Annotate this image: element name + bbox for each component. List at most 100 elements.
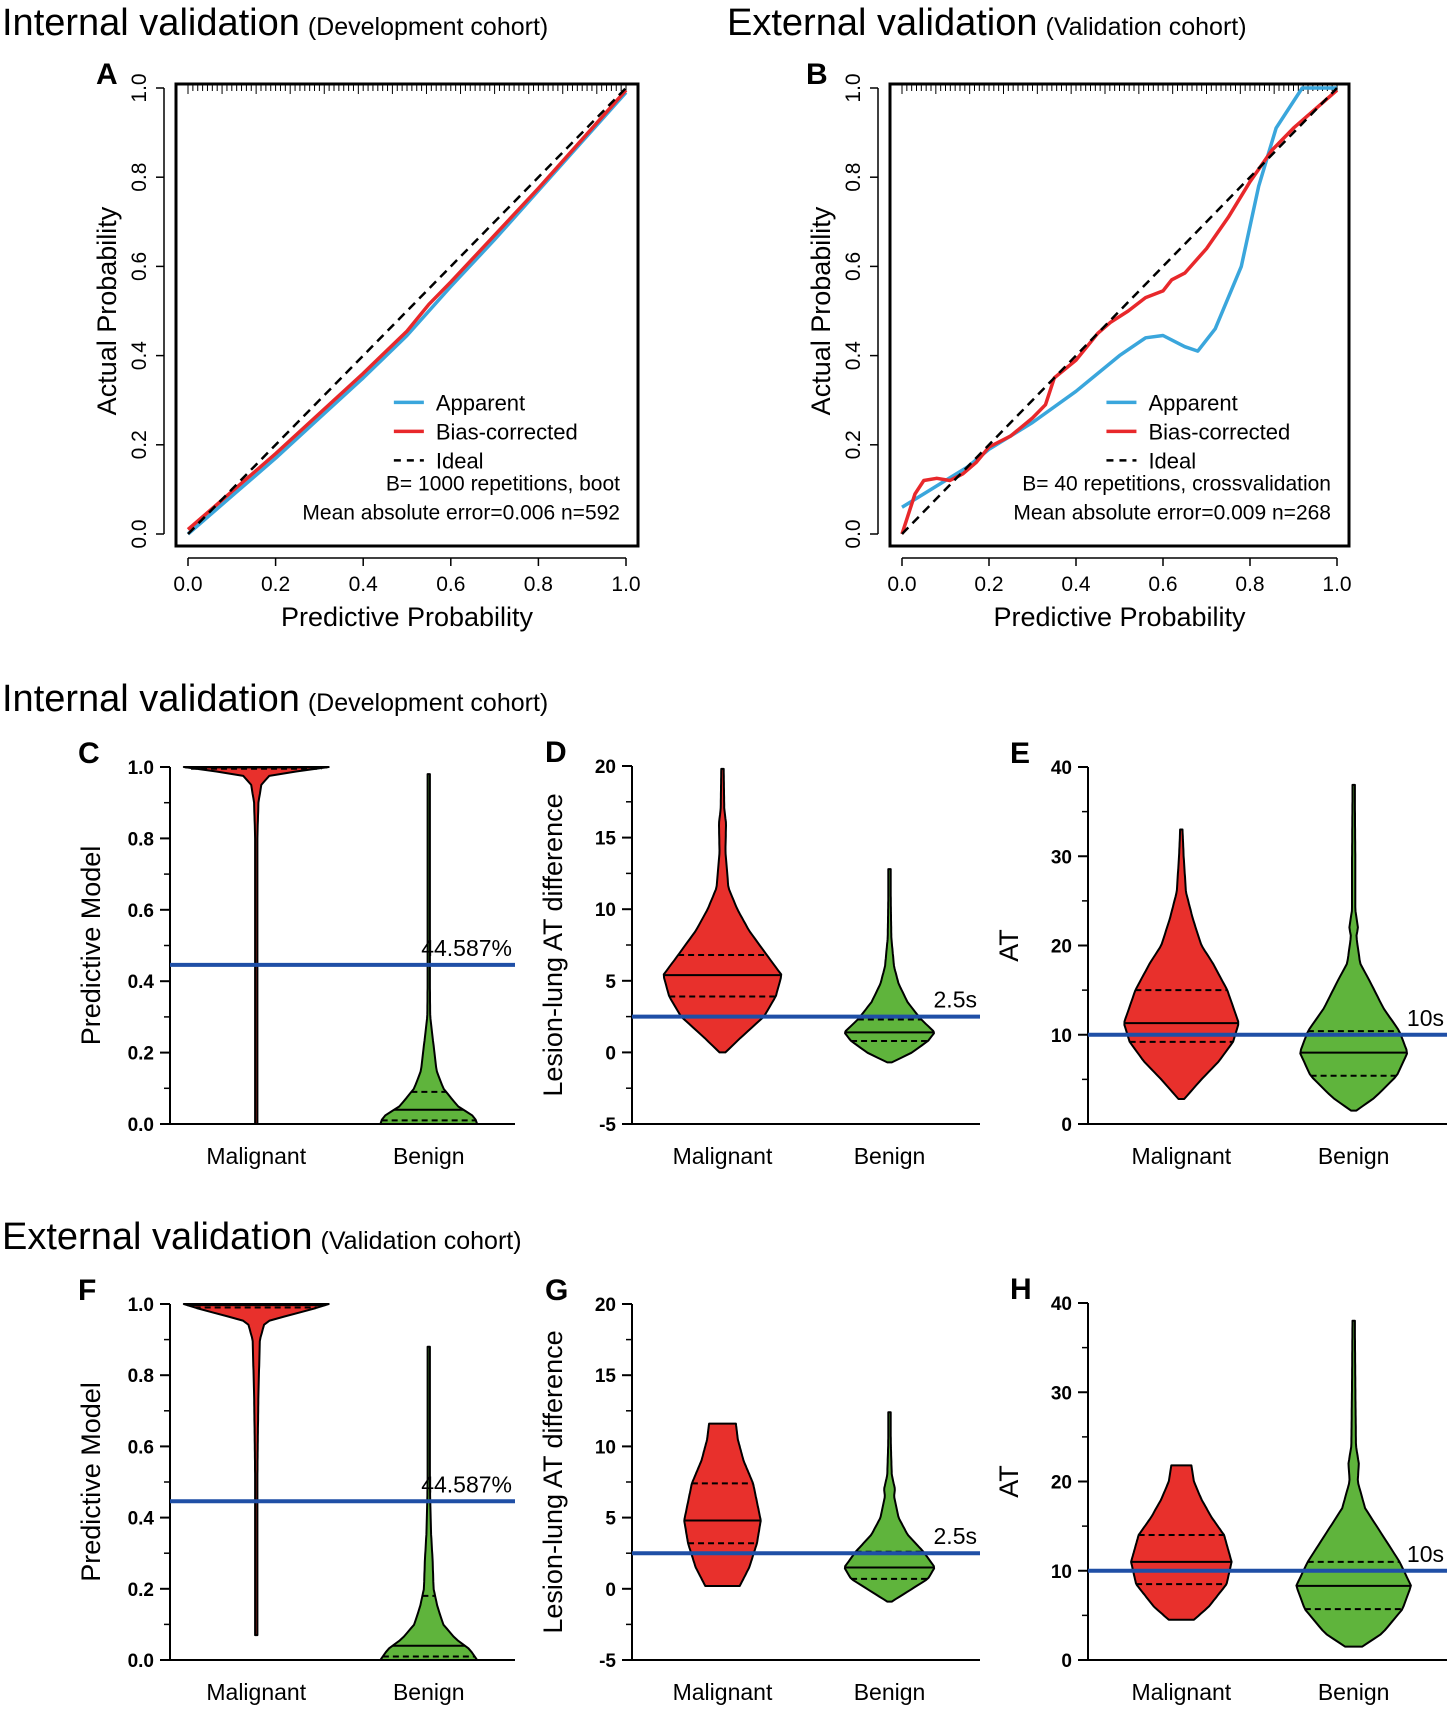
y-tick-label: 15 bbox=[595, 1366, 617, 1387]
threshold-label: 2.5s bbox=[934, 1523, 977, 1549]
heading-external-top: External validation (Validation cohort) bbox=[727, 2, 1247, 45]
x-tick-label: 0.2 bbox=[261, 573, 290, 596]
violin-malignant bbox=[1123, 828, 1240, 1100]
annotation-text: B= 40 repetitions, crossvalidation bbox=[1022, 472, 1331, 495]
ideal-line bbox=[187, 87, 627, 535]
violin-body bbox=[1295, 1319, 1412, 1648]
x-tick-label: 1.0 bbox=[611, 573, 640, 596]
y-tick-label: 0.2 bbox=[128, 430, 151, 459]
threshold-label: 44.587% bbox=[421, 1471, 512, 1497]
x-category-label: Malignant bbox=[673, 1679, 773, 1705]
x-tick-label: 0.8 bbox=[1235, 573, 1264, 596]
panel-letter: B bbox=[806, 58, 828, 91]
y-tick-label: 20 bbox=[1051, 1473, 1072, 1494]
violin-benign bbox=[1299, 783, 1408, 1112]
heading-external-bottom: External validation (Validation cohort) bbox=[2, 1216, 522, 1259]
y-tick-label: 0 bbox=[1061, 1651, 1072, 1672]
ideal-line bbox=[901, 87, 1338, 535]
y-tick-label: 0.6 bbox=[842, 252, 865, 281]
heading-sub: (Development cohort) bbox=[307, 689, 549, 717]
heading-sub: (Development cohort) bbox=[307, 13, 549, 41]
legend: Apparent Bias-corrected Ideal bbox=[393, 390, 578, 473]
y-tick-label: 0.4 bbox=[842, 341, 865, 371]
violin-benign bbox=[379, 1345, 479, 1661]
y-axis-label: Actual Probability bbox=[92, 206, 122, 415]
x-tick-label: 1.0 bbox=[1322, 573, 1351, 596]
y-tick-label: 5 bbox=[605, 1509, 616, 1530]
panel-letter: D bbox=[545, 736, 567, 769]
x-tick-label: 0.4 bbox=[349, 573, 379, 596]
x-tick-label: 0.0 bbox=[173, 573, 202, 596]
violin-panel-f: F 0.0 0.2 0.4 0.6 0.8 1.0 Predictive Model Malig… bbox=[76, 1274, 515, 1705]
y-axis-label: Actual Probability bbox=[806, 206, 836, 415]
y-tick-label: 15 bbox=[595, 829, 617, 850]
x-category-label: Malignant bbox=[1131, 1679, 1231, 1705]
y-tick-label: 1.0 bbox=[128, 73, 151, 102]
y-tick-label: 5 bbox=[605, 972, 616, 993]
x-tick-label: 0.8 bbox=[524, 573, 553, 596]
y-tick-label: 0.4 bbox=[128, 972, 155, 993]
legend: Apparent Bias-corrected Ideal bbox=[1106, 390, 1290, 473]
heading-main: External validation bbox=[727, 2, 1038, 44]
violin-body bbox=[844, 868, 935, 1064]
y-axis-label: Lesion-lung AT difference bbox=[538, 1330, 568, 1633]
y-tick-label: 10 bbox=[1051, 1562, 1072, 1583]
x-axis: 0.0 0.2 0.4 0.6 0.8 1.0 bbox=[887, 557, 1352, 596]
rug-marks bbox=[901, 84, 1338, 94]
x-category-label: Benign bbox=[1318, 1679, 1390, 1705]
panel-letter: F bbox=[78, 1274, 96, 1307]
y-tick-label: 0 bbox=[1061, 1115, 1072, 1136]
y-tick-label: 40 bbox=[1051, 1294, 1072, 1315]
legend-label: Bias-corrected bbox=[1148, 419, 1290, 444]
violin-malignant bbox=[683, 1422, 762, 1587]
x-axis-label: Predictive Probability bbox=[993, 602, 1246, 632]
calibration-panel-b: B 0.0 0.2 0.4 0.6 0.8 1.0 Predictive Probabilit… bbox=[806, 58, 1352, 632]
x-axis: 0.0 0.2 0.4 0.6 0.8 1.0 bbox=[173, 557, 641, 596]
y-tick-label: 0.8 bbox=[128, 829, 154, 850]
violin-panel-g: G -5 0 5 10 15 20 Lesion-lung AT difference Mali… bbox=[538, 1274, 980, 1705]
x-category-label: Malignant bbox=[206, 1679, 306, 1705]
annotation-text: Mean absolute error=0.009 n=268 bbox=[1013, 501, 1331, 524]
x-tick-label: 0.0 bbox=[887, 573, 916, 596]
y-tick-label: 0.2 bbox=[128, 1044, 154, 1065]
panel-letter: C bbox=[78, 737, 100, 770]
y-axis: 0.0 0.2 0.4 0.6 0.8 1.0 bbox=[128, 73, 165, 549]
annotation-text: B= 1000 repetitions, boot bbox=[386, 472, 620, 495]
y-tick-label: 0.0 bbox=[842, 519, 865, 548]
y-tick-label: 10 bbox=[595, 1437, 616, 1458]
violin-body bbox=[843, 1411, 936, 1603]
violin-panel-c: C 0.0 0.2 0.4 0.6 0.8 1.0 Predictive Model Malig… bbox=[76, 737, 515, 1169]
y-tick-label: 0.6 bbox=[128, 1437, 154, 1458]
heading-main: Internal validation bbox=[2, 678, 300, 720]
y-tick-label: 20 bbox=[1051, 937, 1072, 958]
violin-body bbox=[379, 1345, 479, 1661]
panel-letter: A bbox=[96, 58, 118, 91]
violin-malignant bbox=[182, 1303, 330, 1637]
y-tick-label: 20 bbox=[595, 1295, 616, 1316]
y-tick-label: 30 bbox=[1051, 1383, 1072, 1404]
y-tick-label: 0.2 bbox=[128, 1580, 154, 1601]
legend-label: Apparent bbox=[1148, 390, 1237, 415]
calibration-panel-a: A 0.0 0.2 0.4 0.6 0.8 1.0 Predictive Probabilit… bbox=[92, 58, 641, 632]
legend-label: Bias-corrected bbox=[436, 419, 578, 444]
threshold-label: 44.587% bbox=[421, 935, 512, 961]
x-category-label: Malignant bbox=[673, 1143, 773, 1169]
y-tick-label: 10 bbox=[1051, 1026, 1072, 1047]
y-tick-label: 0.8 bbox=[128, 163, 151, 192]
y-axis-label: AT bbox=[994, 929, 1024, 962]
y-axis-label: Predictive Model bbox=[76, 846, 106, 1046]
legend-label: Apparent bbox=[436, 390, 525, 415]
violin-body bbox=[1130, 1464, 1233, 1621]
violin-malignant bbox=[182, 766, 330, 1125]
y-tick-label: 0.0 bbox=[128, 1115, 154, 1136]
violin-malignant bbox=[662, 767, 783, 1054]
violin-body bbox=[182, 766, 330, 1125]
annotation-text: Mean absolute error=0.006 n=592 bbox=[302, 501, 620, 524]
x-tick-label: 0.6 bbox=[436, 573, 465, 596]
y-tick-label: 10 bbox=[595, 900, 616, 921]
violin-panel-e: E 0 10 20 30 40 AT Malignant Benign 10s bbox=[994, 737, 1447, 1169]
violin-malignant bbox=[1130, 1464, 1233, 1621]
x-axis-label: Predictive Probability bbox=[281, 602, 534, 632]
violin-benign bbox=[379, 773, 479, 1125]
